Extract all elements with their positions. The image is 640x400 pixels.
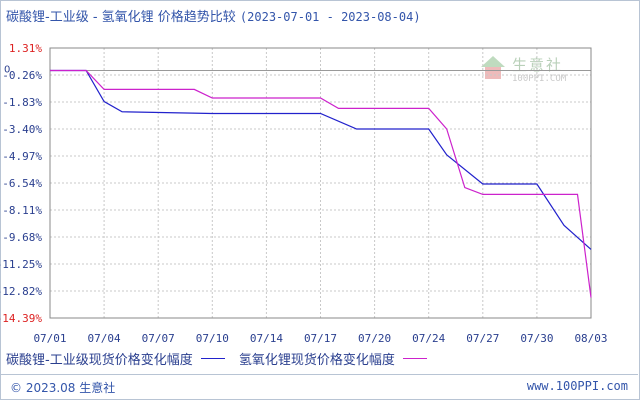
x-tick-label: 07/24 <box>412 332 445 345</box>
x-tick-label: 07/30 <box>520 332 553 345</box>
x-tick-label: 07/10 <box>196 332 229 345</box>
y-tick-label: -6.54% <box>2 177 42 190</box>
legend-swatch-series1 <box>200 358 225 359</box>
plot-area <box>49 47 592 319</box>
y-tick-label: -3.40% <box>2 123 42 136</box>
chart-title-name: 碳酸锂-工业级 - 氢氧化锂 价格趋势比较 <box>6 10 236 25</box>
series-line-2 <box>50 69 592 298</box>
legend-label-series2: 氢氧化锂现货价格变化幅度 <box>238 353 395 368</box>
legend-item-series1: 碳酸锂-工业级现货价格变化幅度 <box>6 349 225 368</box>
legend-swatch-series2 <box>402 358 427 359</box>
x-tick-label: 07/01 <box>33 332 66 345</box>
y-tick-label: 1.31% <box>9 42 42 55</box>
chart-title-dates: (2023-07-01 - 2023-08-04) <box>239 10 421 24</box>
y-tick-label: -4.97% <box>2 150 42 163</box>
legend-label-series1: 碳酸锂-工业级现货价格变化幅度 <box>6 353 193 368</box>
y-tick-label: -12.82% <box>0 285 42 298</box>
x-tick-label: 08/03 <box>574 332 607 345</box>
x-tick-label: 07/20 <box>358 332 391 345</box>
footer-copyright: © 2023.08 生意社 <box>10 381 116 395</box>
x-tick-label: 07/07 <box>142 332 175 345</box>
y-tick-label: -14.39% <box>0 312 42 325</box>
x-tick-label: 07/14 <box>250 332 283 345</box>
y-tick-label: -8.11% <box>2 204 42 217</box>
legend: 碳酸锂-工业级现货价格变化幅度 氢氧化锂现货价格变化幅度 <box>6 349 437 368</box>
series-line-1 <box>50 69 592 250</box>
y-tick-label: -9.68% <box>2 231 42 244</box>
footer-site-link[interactable]: www.100PPI.com <box>526 379 628 393</box>
zero-label: 0 <box>4 65 10 76</box>
y-tick-label: -1.83% <box>2 96 42 109</box>
footer: © 2023.08 生意社 www.100PPI.com <box>0 374 638 399</box>
x-tick-label: 07/27 <box>466 332 499 345</box>
y-tick-label: -11.25% <box>0 258 42 271</box>
x-tick-label: 07/17 <box>304 332 337 345</box>
x-tick-label: 07/04 <box>88 332 121 345</box>
chart-title: 碳酸锂-工业级 - 氢氧化锂 价格趋势比较 (2023-07-01 - 2023… <box>6 6 421 25</box>
y-tick-label: -0.26% <box>2 69 42 82</box>
watermark-url: 100PPI.COM <box>512 74 567 84</box>
legend-item-series2: 氢氧化锂现货价格变化幅度 <box>239 349 427 368</box>
house-icon <box>481 56 505 79</box>
